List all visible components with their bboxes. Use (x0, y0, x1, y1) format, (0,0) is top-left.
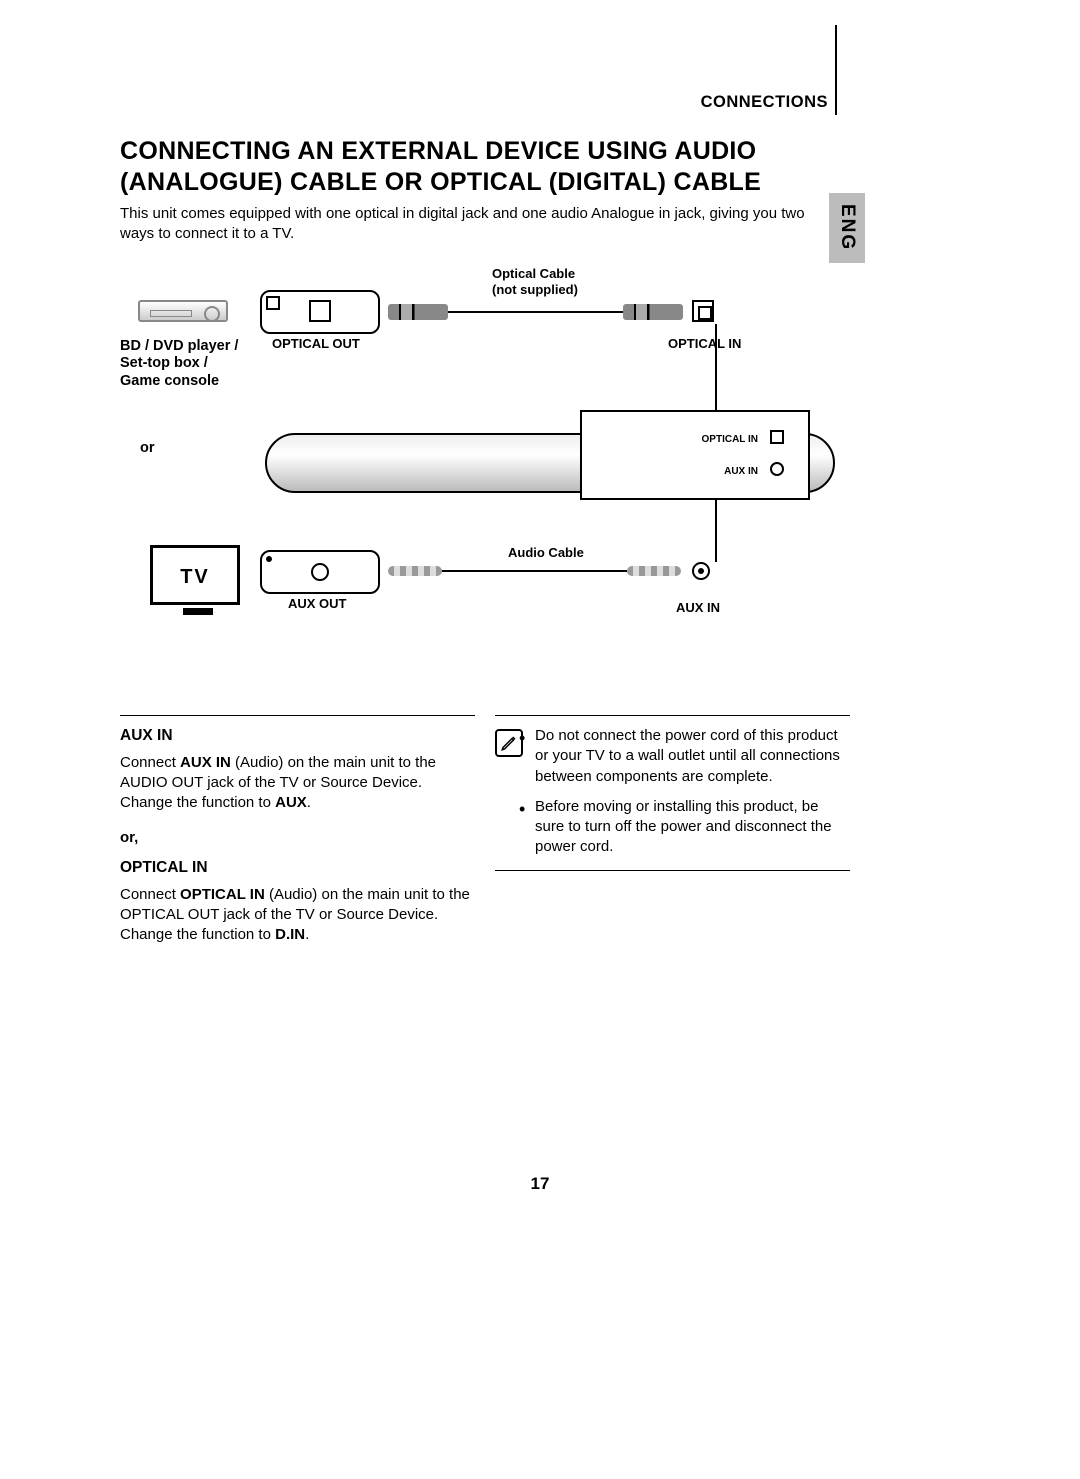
aux-in-jack-icon (692, 562, 710, 580)
aux-lead-line (715, 500, 717, 562)
pencil-icon (500, 734, 518, 752)
right-divider-top (495, 715, 850, 716)
dvd-player-icon (138, 300, 228, 322)
language-tab-text: ENG (836, 204, 858, 251)
optical-cable-line (448, 311, 623, 313)
note-item-1: Do not connect the power cord of this pr… (535, 726, 850, 787)
soundbar-port-inset: OPTICAL IN AUX IN (580, 410, 810, 500)
optical-in-label: OPTICAL IN (668, 336, 741, 352)
or-separator: or, (120, 828, 475, 848)
aux-out-box (260, 550, 380, 594)
bar-optical-port-icon (770, 430, 784, 444)
section-label: CONNECTIONS (701, 93, 828, 112)
aux-change-bold: AUX (275, 794, 307, 811)
aux-plug-right-icon (627, 566, 681, 576)
opt-change-bold: D.IN (275, 926, 305, 943)
aux-plug-left-icon (388, 566, 442, 576)
optical-cable-label: Optical Cable (492, 266, 575, 282)
source-device-label: BD / DVD player / Set-top box / Game con… (120, 338, 250, 390)
tv-icon: TV (150, 545, 240, 605)
tv-label: TV (153, 566, 237, 589)
left-column: AUX IN Connect AUX IN (Audio) on the mai… (120, 715, 475, 946)
optical-change-line: Change the function to D.IN. (120, 925, 475, 945)
bar-optical-in-label: OPTICAL IN (702, 434, 758, 445)
opt-body-pre: Connect (120, 886, 180, 903)
note-item-2: Before moving or installing this product… (535, 797, 850, 858)
optical-out-box (260, 290, 380, 334)
header-divider (835, 25, 837, 115)
aux-in-label: AUX IN (676, 600, 720, 616)
audio-cable-line (442, 570, 627, 572)
aux-in-heading: AUX IN (120, 726, 475, 747)
page-number: 17 (0, 1174, 1080, 1194)
right-divider-bottom (495, 870, 850, 871)
aux-jack-icon (311, 563, 329, 581)
notes-list: Do not connect the power cord of this pr… (495, 726, 850, 858)
opt-body-bold: OPTICAL IN (180, 886, 265, 903)
aux-change-pre: Change the function to (120, 794, 275, 811)
page-title: CONNECTING AN EXTERNAL DEVICE USING AUDI… (120, 136, 840, 197)
left-divider-top (120, 715, 475, 716)
tv-stand (183, 608, 213, 615)
language-tab: ENG (829, 193, 865, 263)
optical-plug-left-icon (388, 304, 448, 320)
opt-change-post: . (305, 926, 309, 943)
optical-in-body: Connect OPTICAL IN (Audio) on the main u… (120, 885, 475, 926)
aux-body-pre: Connect (120, 754, 180, 771)
optical-in-jack-icon (692, 300, 714, 322)
connection-diagram: BD / DVD player / Set-top box / Game con… (120, 260, 840, 650)
aux-change-post: . (307, 794, 311, 811)
opt-change-pre: Change the function to (120, 926, 275, 943)
aux-in-body: Connect AUX IN (Audio) on the main unit … (120, 753, 475, 794)
optical-jack-icon (309, 300, 331, 322)
right-column: Do not connect the power cord of this pr… (495, 715, 850, 881)
bar-aux-in-label: AUX IN (724, 466, 758, 477)
bar-aux-port-icon (770, 462, 784, 476)
aux-out-label: AUX OUT (288, 596, 347, 612)
optical-plug-right-icon (623, 304, 683, 320)
manual-page: CONNECTIONS ENG CONNECTING AN EXTERNAL D… (0, 0, 1080, 1479)
optical-in-heading: OPTICAL IN (120, 858, 475, 879)
or-label: or (140, 440, 155, 457)
intro-paragraph: This unit comes equipped with one optica… (120, 204, 830, 245)
aux-body-bold: AUX IN (180, 754, 231, 771)
not-supplied-label: (not supplied) (492, 282, 578, 298)
optical-out-label: OPTICAL OUT (272, 336, 360, 352)
audio-cable-label: Audio Cable (508, 545, 584, 561)
aux-change-line: Change the function to AUX. (120, 793, 475, 813)
